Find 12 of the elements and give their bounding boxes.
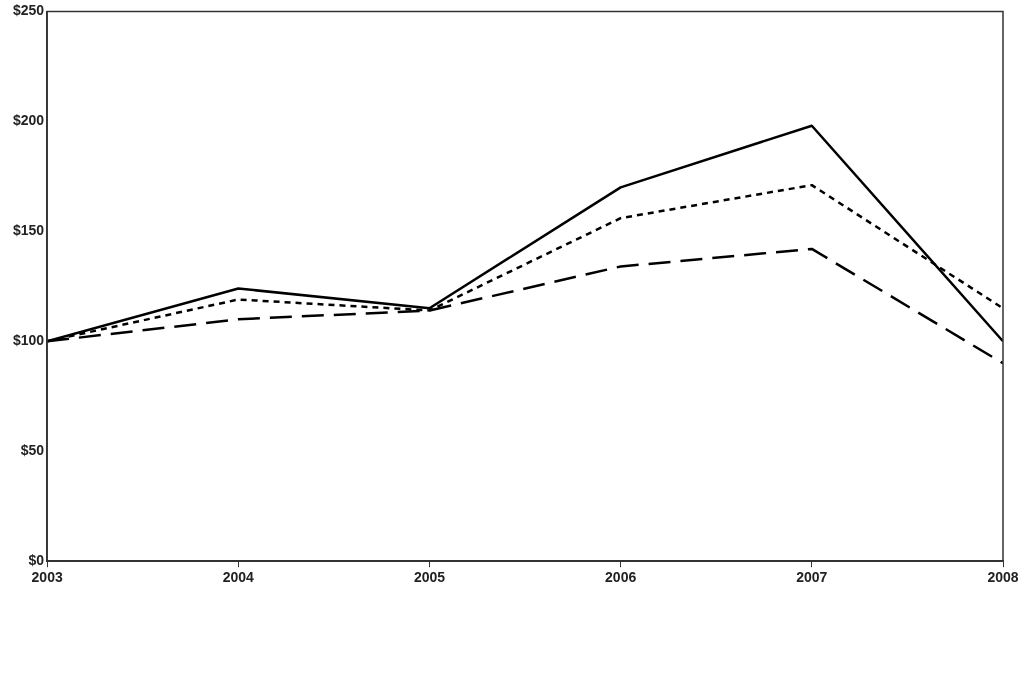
- x-tick-label: 2006: [605, 569, 637, 586]
- x-tick-label: 2008: [987, 569, 1019, 586]
- y-tick-label: $150: [12, 222, 45, 239]
- y-tick-label: $250: [12, 2, 45, 19]
- x-tick-label: 2005: [413, 569, 446, 586]
- x-tick-label: 2003: [31, 569, 63, 586]
- x-tick-label: 2004: [222, 569, 255, 586]
- y-tick-label: $0: [28, 552, 45, 569]
- y-tick-label: $100: [12, 332, 45, 349]
- y-tick-label: $50: [20, 442, 45, 459]
- x-tick-label: 2007: [796, 569, 828, 586]
- y-tick-label: $200: [12, 112, 45, 129]
